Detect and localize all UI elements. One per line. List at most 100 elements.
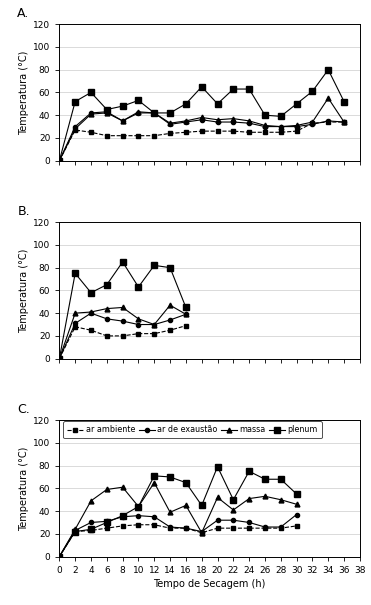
massa bbox=[231, 115, 236, 122]
plenum bbox=[168, 264, 172, 271]
ar de exaustão bbox=[279, 123, 283, 130]
massa bbox=[168, 301, 172, 309]
massa bbox=[57, 355, 62, 362]
ar de exaustão bbox=[136, 512, 141, 519]
plenum bbox=[168, 110, 172, 117]
plenum bbox=[73, 528, 78, 535]
ar ambiente bbox=[121, 332, 125, 339]
Text: B.: B. bbox=[17, 205, 30, 218]
plenum bbox=[152, 472, 157, 479]
plenum bbox=[152, 110, 157, 117]
plenum bbox=[168, 473, 172, 480]
ar de exaustão bbox=[247, 519, 252, 526]
ar ambiente bbox=[247, 129, 252, 136]
ar de exaustão bbox=[215, 119, 220, 126]
ar ambiente bbox=[73, 323, 78, 330]
ar de exaustão bbox=[152, 110, 157, 117]
ar de exaustão bbox=[121, 513, 125, 520]
ar de exaustão bbox=[184, 310, 188, 318]
ar ambiente bbox=[184, 525, 188, 532]
ar ambiente bbox=[247, 525, 252, 532]
ar ambiente bbox=[215, 525, 220, 532]
plenum bbox=[121, 102, 125, 110]
massa bbox=[215, 116, 220, 123]
ar ambiente bbox=[200, 529, 204, 537]
ar de exaustão bbox=[89, 310, 93, 317]
massa bbox=[168, 509, 172, 516]
ar de exaustão bbox=[184, 525, 188, 532]
plenum bbox=[73, 98, 78, 105]
massa bbox=[168, 120, 172, 127]
massa bbox=[57, 553, 62, 560]
massa bbox=[310, 119, 315, 126]
massa bbox=[152, 110, 157, 117]
ar ambiente bbox=[310, 120, 315, 127]
Line: ar ambiente: ar ambiente bbox=[58, 324, 188, 361]
plenum bbox=[310, 88, 315, 95]
ar ambiente bbox=[215, 128, 220, 135]
massa bbox=[200, 529, 204, 537]
ar ambiente bbox=[279, 525, 283, 532]
plenum bbox=[57, 157, 62, 165]
plenum bbox=[231, 85, 236, 93]
ar ambiente bbox=[57, 355, 62, 362]
ar ambiente bbox=[73, 126, 78, 134]
plenum bbox=[105, 281, 109, 289]
massa bbox=[121, 304, 125, 311]
ar de exaustão bbox=[263, 123, 267, 130]
ar de exaustão bbox=[168, 316, 172, 324]
massa bbox=[247, 495, 252, 502]
plenum bbox=[247, 85, 252, 93]
plenum bbox=[136, 283, 141, 290]
plenum bbox=[136, 97, 141, 104]
ar de exaustão bbox=[57, 553, 62, 560]
massa bbox=[105, 110, 109, 117]
massa bbox=[73, 310, 78, 317]
plenum bbox=[121, 258, 125, 266]
massa bbox=[89, 309, 93, 316]
massa bbox=[105, 305, 109, 312]
plenum bbox=[73, 270, 78, 277]
Line: ar de exaustão: ar de exaustão bbox=[57, 512, 299, 558]
massa bbox=[121, 117, 125, 125]
Line: ar ambiente: ar ambiente bbox=[58, 120, 346, 163]
massa bbox=[73, 125, 78, 132]
plenum bbox=[200, 83, 204, 90]
ar de exaustão bbox=[136, 110, 141, 117]
ar ambiente bbox=[200, 128, 204, 135]
plenum bbox=[152, 262, 157, 269]
ar ambiente bbox=[294, 522, 299, 529]
plenum bbox=[121, 512, 125, 519]
Line: massa: massa bbox=[57, 96, 347, 163]
ar de exaustão bbox=[105, 518, 109, 525]
ar ambiente bbox=[89, 327, 93, 334]
Legend: ar ambiente, ar de exaustão, massa, plenum: ar ambiente, ar de exaustão, massa, plen… bbox=[63, 422, 322, 439]
massa bbox=[294, 122, 299, 129]
ar de exaustão bbox=[73, 123, 78, 130]
Line: massa: massa bbox=[57, 302, 188, 361]
massa bbox=[200, 114, 204, 121]
Y-axis label: Temperatura (°C): Temperatura (°C) bbox=[19, 50, 29, 135]
ar ambiente bbox=[57, 553, 62, 560]
massa bbox=[73, 526, 78, 533]
plenum bbox=[184, 100, 188, 108]
ar de exaustão bbox=[200, 528, 204, 535]
massa bbox=[152, 479, 157, 486]
ar ambiente bbox=[152, 132, 157, 139]
ar ambiente bbox=[105, 525, 109, 532]
ar ambiente bbox=[342, 119, 346, 126]
Y-axis label: Temperatura (°C): Temperatura (°C) bbox=[19, 446, 29, 531]
ar ambiente bbox=[231, 525, 236, 532]
ar ambiente bbox=[263, 129, 267, 136]
ar de exaustão bbox=[294, 123, 299, 130]
plenum bbox=[294, 100, 299, 108]
ar de exaustão bbox=[152, 321, 157, 328]
ar de exaustão bbox=[247, 120, 252, 127]
ar ambiente bbox=[105, 132, 109, 139]
plenum bbox=[231, 496, 236, 503]
plenum bbox=[326, 66, 331, 73]
ar ambiente bbox=[152, 330, 157, 337]
massa bbox=[105, 486, 109, 493]
massa bbox=[279, 123, 283, 130]
plenum bbox=[57, 553, 62, 560]
